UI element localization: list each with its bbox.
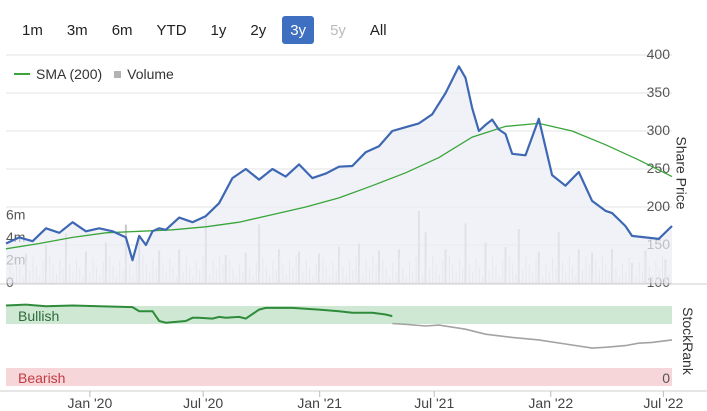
price-tick-label: 300 [647,122,671,138]
range-button-5y: 5y [330,21,346,39]
x-tick-label: Jan '21 [297,395,342,411]
price-tick-label: 400 [647,46,671,62]
range-button-ytd[interactable]: YTD [156,21,187,39]
price-tick-label: 200 [647,198,671,214]
rank-axis-title: StockRank [679,307,696,375]
x-tick-label: Jan '20 [68,395,113,411]
range-button-1m[interactable]: 1m [22,21,43,39]
volume-legend-label[interactable]: Volume [127,66,174,82]
x-tick-label: Jul '21 [414,395,454,411]
chart-legend: SMA (200) Volume [14,66,174,82]
range-button-3y[interactable]: 3y [282,16,315,44]
range-selector: 1m 3m 6m YTD 1y 2y 3y 5y All [14,16,403,44]
range-button-3m[interactable]: 3m [66,21,88,39]
volume-tick-label: 6m [6,207,25,223]
rank-zero-label: 0 [662,370,670,386]
range-button-6m[interactable]: 6m [111,21,133,39]
x-tick-label: Jan '22 [528,395,573,411]
bearish-band [6,368,672,386]
range-button-2y[interactable]: 2y [250,21,267,39]
sma-legend-label[interactable]: SMA (200) [36,66,103,82]
stockrank-neutral-line [392,322,673,349]
stockrank-bullish-line [5,303,393,324]
range-button-1y[interactable]: 1y [210,21,227,39]
price-axis-title: Share Price [673,136,690,210]
range-button-all[interactable]: All [369,21,387,39]
bullish-label: Bullish [18,308,59,324]
price-tick-label: 250 [647,160,671,176]
price-line [5,65,673,262]
bullish-band [6,306,672,324]
price-area [6,66,672,284]
volume-legend-swatch [114,70,122,78]
x-tick-label: Jul '22 [643,395,683,411]
sma-legend-swatch [14,73,30,75]
price-tick-label: 350 [647,84,671,100]
x-tick-label: Jul '20 [183,395,223,411]
bearish-label: Bearish [18,370,65,386]
